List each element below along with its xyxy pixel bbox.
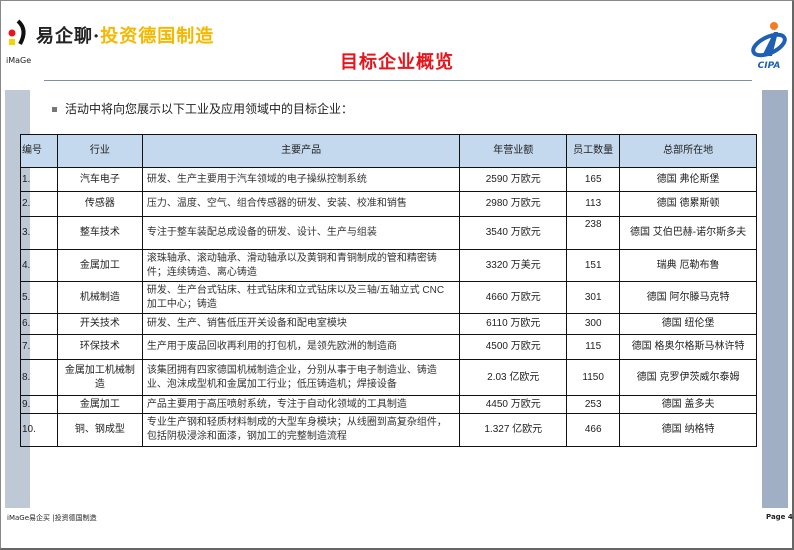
industry: 铜、钢成型 [56, 413, 143, 447]
industry: 传感器 [56, 191, 143, 217]
main-products: 滚珠轴承、滚动轴承、滑动轴承以及黄铜和青铜制成的管和精密铸件；连续铸造、离心铸造 [141, 249, 461, 282]
intro-label: 活动中将向您展示以下工业及应用领域中的目标企业： [65, 102, 354, 116]
brand-name: 易企聊· [36, 26, 101, 47]
employee-count: 300 [566, 313, 621, 335]
row-number: 9. [20, 395, 58, 414]
annual-revenue: 4660 万欧元 [459, 281, 568, 314]
headquarters: 瑞典 厄勒布鲁 [619, 249, 757, 282]
row-number: 3. [20, 216, 58, 250]
employee-count: 1150 [566, 359, 621, 396]
table-row: 9. 金属加工 产品主要用于高压喷射系统，专注于自动化领域的工具制造 4450 万欧元… [20, 395, 757, 414]
row-number: 6. [20, 313, 58, 335]
main-products: 研发、生产、销售低压开关设备和配电室模块 [141, 313, 461, 335]
brand-slogan: 投资德国制造 [100, 26, 215, 47]
row-number: 1. [20, 167, 58, 192]
headquarters: 德国 克罗伊茨威尔泰姆 [619, 359, 757, 396]
company-table: 编号 行业 主要产品 年营业额 员工数量 总部所在地 1. 汽车电子 研发、生产主要用于汽车领… [20, 134, 757, 447]
industry: 开关技术 [56, 313, 143, 335]
employee-count: 151 [566, 249, 621, 282]
industry: 金属加工 [56, 249, 143, 282]
image-logo: iMaGe [6, 18, 36, 68]
industry: 金属加工机械制造 [56, 359, 143, 396]
page-number: Page 4 [766, 513, 793, 521]
headquarters: 德国 盖多夫 [619, 395, 757, 414]
column-header: 编号 [20, 134, 58, 168]
table-row: 7. 环保技术 生产用于废品回收再利用的打包机，是领先欧洲的制造商 4500 万欧元 1… [20, 334, 757, 360]
main-products: 产品主要用于高压喷射系统，专注于自动化领域的工具制造 [141, 395, 461, 414]
headquarters: 德国 弗伦斯堡 [619, 167, 757, 192]
column-header: 年营业额 [459, 134, 568, 168]
column-header: 行业 [56, 134, 143, 168]
table-row: 10. 铜、钢成型 专业生产钢和轻质材料制成的大型车身模块；从线圈到高复杂组件，包括… [20, 413, 757, 447]
annual-revenue: 6110 万欧元 [459, 313, 568, 335]
main-products: 研发、生产主要用于汽车领域的电子操纵控制系统 [141, 167, 461, 192]
annual-revenue: 1.327 亿欧元 [459, 413, 568, 447]
right-side-bar [762, 90, 788, 508]
table-header: 编号 行业 主要产品 年营业额 员工数量 总部所在地 [20, 134, 757, 168]
table-row: 4. 金属加工 滚珠轴承、滚动轴承、滑动轴承以及黄铜和青铜制成的管和精密铸件；连续铸… [20, 249, 757, 282]
column-header: 主要产品 [141, 134, 461, 168]
main-products: 生产用于废品回收再利用的打包机，是领先欧洲的制造商 [141, 334, 461, 360]
annual-revenue: 3540 万欧元 [459, 216, 568, 250]
annual-revenue: 2590 万欧元 [459, 167, 568, 192]
employee-count: 253 [566, 395, 621, 414]
main-products: 专业生产钢和轻质材料制成的大型车身模块；从线圈到高复杂组件，包括阴极浸涂和面漆，… [141, 413, 461, 447]
industry: 环保技术 [56, 334, 143, 360]
column-header: 员工数量 [566, 134, 621, 168]
annual-revenue: 4500 万欧元 [459, 334, 568, 360]
industry: 汽车电子 [56, 167, 143, 192]
main-products: 专注于整车装配总成设备的研发、设计、生产与组装 [141, 216, 461, 250]
headquarters: 德国 纳格特 [619, 413, 757, 447]
employee-count: 466 [566, 413, 621, 447]
employee-count: 115 [566, 334, 621, 360]
main-products: 压力、温度、空气、组合传感器的研发、安装、校准和销售 [141, 191, 461, 217]
table-row: 1. 汽车电子 研发、生产主要用于汽车领域的电子操纵控制系统 2590 万欧元 165 德… [20, 167, 757, 192]
headquarters: 德国 艾伯巴赫-诺尔斯多夫 [619, 216, 757, 250]
employee-count: 113 [566, 191, 621, 217]
annual-revenue: 2980 万欧元 [459, 191, 568, 217]
main-products: 研发、生产台式钻床、柱式钻床和立式钻床以及三轴/五轴立式 CNC 加工中心；铸造 [141, 281, 461, 314]
industry: 整车技术 [56, 216, 143, 250]
page-title: 目标企业概览 [340, 52, 454, 73]
bullet-icon [52, 107, 57, 112]
headquarters: 德国 格奥尔格斯马林许特 [619, 334, 757, 360]
table-row: 5. 机械制造 研发、生产台式钻床、柱式钻床和立式钻床以及三轴/五轴立式 CNC 加… [20, 281, 757, 314]
row-number: 8. [20, 359, 58, 396]
cipa-text: CIPA [758, 61, 781, 70]
row-number: 7. [20, 334, 58, 360]
table-row: 6. 开关技术 研发、生产、销售低压开关设备和配电室模块 6110 万欧元 300 德国 … [20, 313, 757, 335]
image-logo-icon [8, 19, 26, 45]
employee-count: 301 [566, 281, 621, 314]
header-divider [44, 80, 752, 81]
industry: 机械制造 [56, 281, 143, 314]
employee-count: 165 [566, 167, 621, 192]
main-products: 该集团拥有四家德国机械制造企业，分别从事于电子制造业、铸造业、泡沫成型机和金属加… [141, 359, 461, 396]
headquarters: 德国 纽伦堡 [619, 313, 757, 335]
industry: 金属加工 [56, 395, 143, 414]
table-row: 3. 整车技术 专注于整车装配总成设备的研发、设计、生产与组装 3540 万欧元 238… [20, 216, 757, 250]
logo-text: iMaGe [6, 56, 32, 65]
table-row: 2. 传感器 压力、温度、空气、组合传感器的研发、安装、校准和销售 2980 万欧元 1… [20, 191, 757, 217]
cipa-logo: CIPA [748, 18, 790, 71]
cipa-logo-icon: CIPA [751, 22, 787, 71]
row-number: 2. [20, 191, 58, 217]
intro-text: 活动中将向您展示以下工业及应用领域中的目标企业： [52, 100, 353, 117]
headquarters: 德国 德累斯顿 [619, 191, 757, 217]
brand-title: 易企聊·投资德国制造 [36, 22, 214, 48]
row-number: 4. [20, 249, 58, 282]
annual-revenue: 2.03 亿欧元 [459, 359, 568, 396]
row-number: 5. [20, 281, 58, 314]
annual-revenue: 3320 万美元 [459, 249, 568, 282]
table-row: 8. 金属加工机械制造 该集团拥有四家德国机械制造企业，分别从事于电子制造业、铸造业… [20, 359, 757, 396]
headquarters: 德国 阿尔滕马克特 [619, 281, 757, 314]
annual-revenue: 4450 万欧元 [459, 395, 568, 414]
column-header: 总部所在地 [619, 134, 757, 168]
row-number: 10. [20, 413, 58, 447]
footer-text: iMaGe易企买 |投资德国制造 [7, 514, 97, 522]
employee-count: 238 [566, 216, 621, 250]
